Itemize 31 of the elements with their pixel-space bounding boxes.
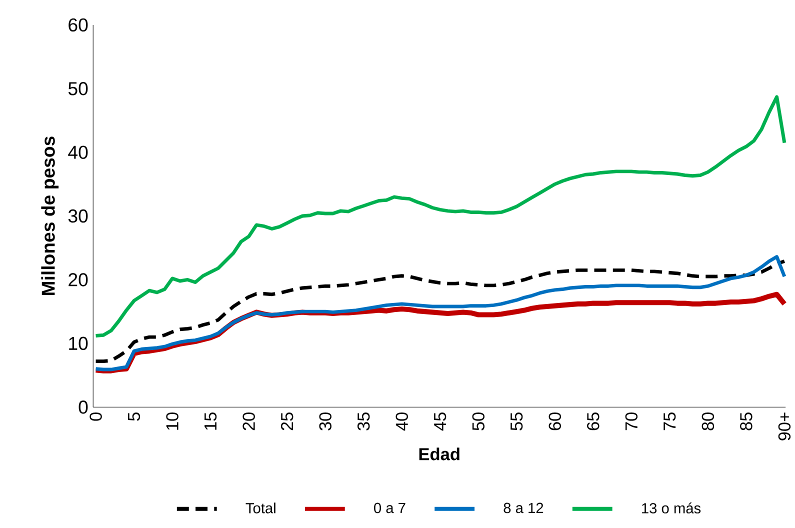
x-tick-label: 65: [587, 412, 600, 430]
y-axis-title: Millones de pesos: [41, 136, 59, 296]
y-tick-label: 30: [68, 210, 88, 223]
x-tick-label: 30: [319, 412, 332, 430]
x-tick-label: 15: [204, 412, 217, 430]
x-tick-label: 90+: [778, 412, 791, 440]
x-tick-label: 85: [740, 412, 752, 430]
y-tick-label: 10: [69, 336, 88, 350]
x-tick-label: 10: [166, 412, 178, 430]
x-tick-label: 75: [664, 412, 676, 430]
y-tick-label: 20: [68, 273, 88, 286]
x-tick-label: 20: [242, 412, 255, 430]
x-tick-label: 40: [396, 412, 408, 431]
x-tick-label: 45: [434, 412, 446, 431]
legend-label: 0 a 7: [374, 502, 406, 514]
legend-label: 8 a 12: [504, 502, 544, 514]
x-axis-title: Edad: [419, 448, 460, 460]
x-tick-label: 60: [548, 412, 562, 430]
x-tick-label: 55: [510, 412, 523, 430]
x-tick-label: 50: [472, 412, 485, 430]
legend-label: Total: [246, 502, 276, 514]
x-tick-label: 0: [90, 412, 102, 421]
x-tick-label: 5: [128, 412, 140, 421]
x-tick-label: 80: [702, 412, 714, 430]
x-tick-label: 35: [357, 412, 370, 430]
legend-label: 13 o más: [642, 502, 701, 514]
y-tick-label: 40: [68, 146, 88, 160]
x-tick-label: 25: [280, 412, 294, 430]
x-tick-label: 70: [625, 412, 638, 430]
y-tick-label: 60: [68, 18, 88, 32]
y-tick-label: 50: [68, 82, 88, 96]
